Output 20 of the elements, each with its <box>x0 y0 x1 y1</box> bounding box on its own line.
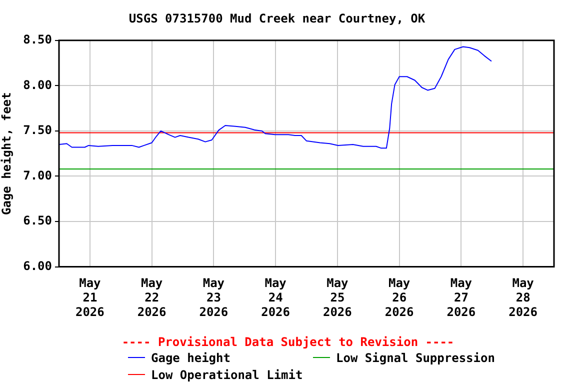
x-tick-label: May 27 2026 <box>446 276 476 319</box>
y-tick-label: 7.00 <box>23 168 52 182</box>
x-tick-label: May 24 2026 <box>261 276 290 319</box>
x-tick-label: May 25 2026 <box>322 276 352 319</box>
x-tick-label: May 21 2026 <box>75 276 104 319</box>
text: ---- Provisional Data Subject to Revision ---- <box>120 335 456 349</box>
legend-label: Gage height <box>150 350 232 366</box>
y-tick-label: 7.50 <box>23 123 52 138</box>
legend-label: Low Signal Suppression <box>335 350 496 366</box>
x-tick-label: May 28 2026 <box>508 276 538 319</box>
y-tick-label: 8.50 <box>23 32 52 47</box>
y-tick-label: 6.50 <box>23 214 52 228</box>
y-tick-label: 6.00 <box>23 258 52 273</box>
legend-label: Low Operational Limit <box>150 366 304 383</box>
chart-title: USGS 07315700 Mud Creek near Courtney, OK <box>128 11 426 26</box>
x-tick-label: May 23 2026 <box>199 276 228 319</box>
y-tick-label: 8.00 <box>23 78 52 92</box>
y-axis-title: Gage height, feet <box>0 92 14 216</box>
x-tick-label: May 22 2026 <box>137 276 166 319</box>
x-tick-label: May 26 2026 <box>384 276 414 319</box>
